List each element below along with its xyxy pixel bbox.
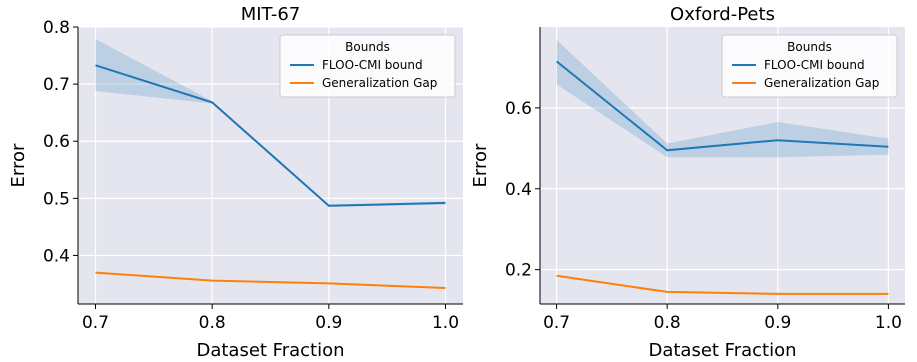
y-tick-label: 0.6: [43, 132, 70, 152]
legend: Bounds FLOO-CMI bound Generalization Gap: [279, 34, 456, 98]
x-tick-label: 0.9: [315, 313, 342, 333]
chart-title: Oxford-Pets: [670, 4, 775, 25]
legend: Bounds FLOO-CMI bound Generalization Gap: [721, 34, 898, 98]
y-tick-label: 0.8: [43, 18, 70, 38]
legend-label-2: Generalization Gap: [322, 76, 437, 90]
y-axis-label: Error: [8, 143, 29, 187]
legend-label-1: FLOO-CMI bound: [322, 58, 423, 72]
legend-title: Bounds: [345, 40, 390, 54]
series-line-2: [95, 271, 446, 289]
legend-box: [279, 34, 456, 98]
x-axis-label: Dataset Fraction: [196, 340, 344, 361]
x-tick-label: 0.7: [543, 313, 570, 333]
y-tick-label: 0.5: [43, 189, 70, 209]
legend-title: Bounds: [787, 40, 832, 54]
y-tick-label: 0.7: [43, 75, 70, 95]
x-axis-label: Dataset Fraction: [648, 340, 796, 361]
y-tick-label: 0.6: [505, 99, 532, 119]
y-axis-label: Error: [470, 143, 491, 187]
legend-label-1: FLOO-CMI bound: [764, 58, 865, 72]
legend-box: [721, 34, 898, 98]
series-line-1: [555, 60, 889, 152]
series-line-2: [556, 274, 889, 295]
series-line-1: [95, 64, 446, 207]
y-tick-label: 0.2: [505, 261, 532, 281]
y-tick-label: 0.4: [43, 246, 70, 266]
x-tick-label: 0.7: [82, 313, 109, 333]
chart-panel-2: 0.2 0.4 0.6 0.7 0.8 0.9 1.0 Oxford-Pets Dataset …: [470, 4, 905, 361]
chart-panel-1: 0.4 0.5 0.6 0.7 0.8 0.7 0.8 0.9 1.0 MIT-67 Dataset…: [8, 4, 463, 361]
chart-title: MIT-67: [241, 4, 301, 25]
x-tick-label: 1.0: [875, 313, 902, 333]
legend-label-2: Generalization Gap: [764, 76, 879, 90]
x-tick-label: 0.9: [764, 313, 791, 333]
y-tick-label: 0.4: [505, 180, 532, 200]
x-tick-label: 0.8: [654, 313, 681, 333]
x-tick-label: 1.0: [432, 313, 459, 333]
x-tick-label: 0.8: [199, 313, 226, 333]
